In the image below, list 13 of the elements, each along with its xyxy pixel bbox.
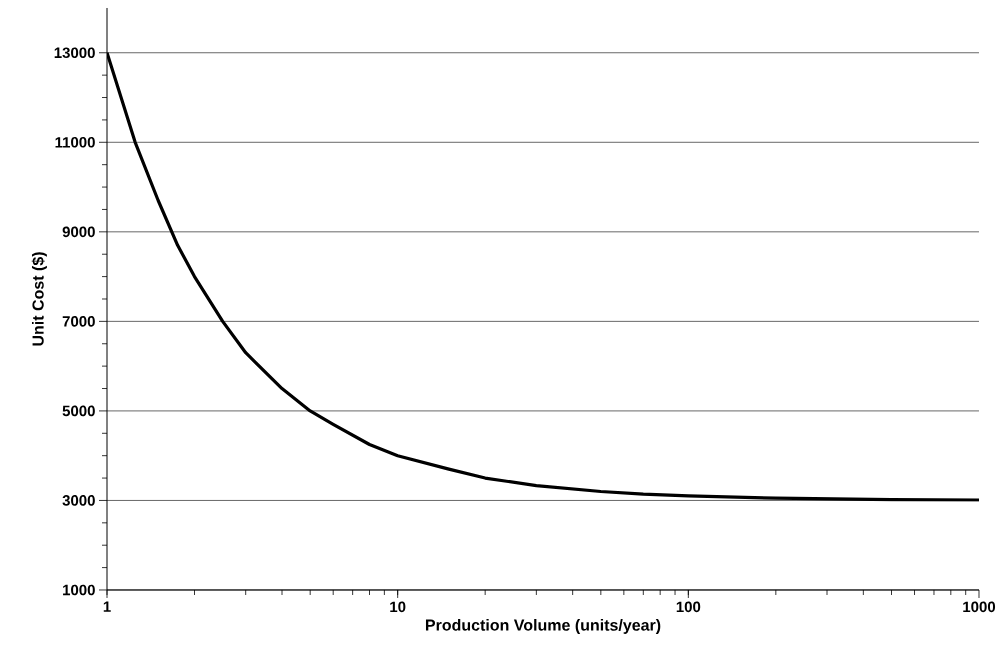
y-tick-label: 1000 [63,584,95,596]
x-tick-label: 10 [390,601,406,613]
x-tick-label: 1 [103,601,111,612]
y-tick-label: 9000 [62,226,95,238]
y-tick-label: 7000 [62,316,95,327]
y-tick-label: 3000 [62,495,95,506]
y-tick-label: 13000 [54,47,95,59]
y-tick-label: 5000 [62,405,95,417]
x-axis-title: Production Volume (units/year) [425,619,661,634]
x-tick-label: 1000 [963,601,996,613]
y-axis-title: Unit Cost ($) [31,252,47,346]
x-tick-label: 100 [676,601,701,613]
y-tick-label: 11000 [55,136,95,148]
